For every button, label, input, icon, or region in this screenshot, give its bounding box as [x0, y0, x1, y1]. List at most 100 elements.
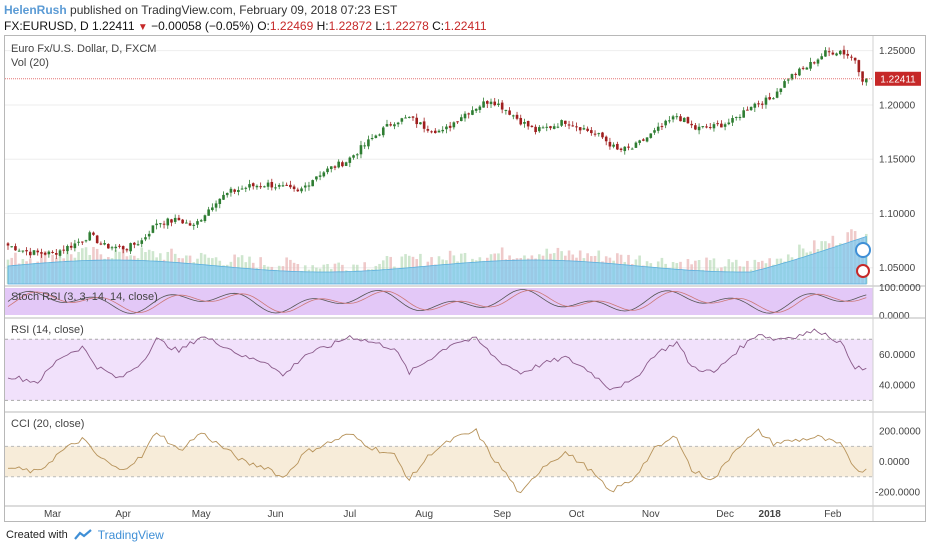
- candle-body: [422, 121, 426, 129]
- candle-body: [597, 133, 601, 135]
- stoch-d-line: [7, 289, 867, 314]
- candle-body: [40, 252, 43, 254]
- volume-legend: Vol (20): [11, 57, 49, 69]
- tradingview-brand-link[interactable]: TradingView: [97, 528, 164, 542]
- x-tick-label: 2018: [759, 509, 782, 520]
- candle-body: [144, 237, 147, 240]
- chart-svg[interactable]: Euro Fx/U.S. Dollar, D, FXCM Vol (20) 1.…: [5, 36, 925, 521]
- rsi-title: RSI (14, close): [11, 324, 84, 336]
- candle-body: [604, 136, 608, 142]
- candle-body: [133, 242, 136, 245]
- low-value: 1.22278: [385, 19, 429, 33]
- candle-body: [107, 243, 110, 249]
- candle-body: [203, 215, 207, 222]
- candle-body: [679, 116, 682, 122]
- candle-body: [140, 240, 144, 244]
- price-pane[interactable]: Euro Fx/U.S. Dollar, D, FXCM Vol (20) 1.…: [5, 36, 921, 286]
- candle-body: [656, 126, 660, 131]
- candle-body: [92, 232, 95, 235]
- candles: [6, 45, 868, 259]
- candle-body: [668, 120, 671, 122]
- candle-body: [456, 121, 459, 123]
- candle-body: [474, 108, 478, 111]
- open-label: O:: [257, 19, 270, 33]
- candle-body: [541, 127, 545, 129]
- last-price-tag: [875, 71, 921, 86]
- candle-body: [452, 122, 456, 128]
- rsi-tick-40: 40.0000: [879, 381, 916, 392]
- candle-body: [564, 120, 567, 124]
- candle-body: [315, 176, 318, 180]
- price-tick-label: 1.05000: [879, 263, 916, 274]
- candle-body: [768, 97, 771, 100]
- candle-body: [861, 71, 864, 82]
- candle-body: [214, 203, 218, 208]
- cci-pane[interactable]: CCI (20, close) 200.0000 0.0000 -200.000…: [5, 418, 921, 498]
- candle-body: [370, 138, 374, 140]
- candle-body: [463, 113, 467, 119]
- candle-body: [504, 109, 508, 111]
- candle-body: [734, 116, 738, 118]
- x-axis: Mar Apr May Jun Jul Aug Sep Oct Nov Dec 2018 Feb: [44, 509, 842, 520]
- cci-tick-200: 200.0000: [879, 427, 921, 438]
- candle-body: [300, 188, 303, 192]
- candle-body: [582, 128, 586, 130]
- symbol-info: FX:EURUSD, D 1.22411 ▼ −0.00058 (−0.05%)…: [4, 19, 487, 33]
- candle-body: [645, 137, 649, 142]
- candle-body: [627, 146, 630, 148]
- symbol-label: FX:EURUSD, D: [4, 19, 89, 33]
- candle-body: [211, 207, 214, 211]
- chart-frame[interactable]: Euro Fx/U.S. Dollar, D, FXCM Vol (20) 1.…: [4, 35, 926, 522]
- candle-body: [742, 110, 745, 118]
- candle-body: [508, 110, 511, 115]
- candle-body: [712, 124, 716, 129]
- x-tick-label: Feb: [824, 509, 842, 520]
- stoch-rsi-title: Stoch RSI (3, 3, 14, 14, close): [11, 291, 158, 303]
- candle-body: [731, 118, 734, 123]
- candle-body: [322, 172, 326, 177]
- candle-body: [697, 126, 701, 131]
- candle-body: [864, 78, 868, 83]
- candle-body: [248, 184, 251, 188]
- candle-body: [838, 50, 842, 55]
- flag-icon: [856, 264, 870, 278]
- rsi-pane[interactable]: RSI (14, close) 60.0000 40.0000: [5, 324, 916, 401]
- price-pane-title: Euro Fx/U.S. Dollar, D, FXCM: [11, 43, 156, 55]
- high-label: H:: [316, 19, 329, 33]
- candle-body: [526, 120, 530, 127]
- author-link[interactable]: HelenRush: [4, 3, 67, 17]
- candle-body: [842, 49, 846, 55]
- candle-body: [344, 162, 348, 166]
- candle-body: [173, 217, 177, 222]
- candle-body: [612, 144, 615, 147]
- cci-tick-neg200: -200.0000: [875, 487, 920, 498]
- candle-body: [285, 184, 288, 186]
- candle-body: [159, 223, 162, 225]
- candle-body: [571, 125, 575, 127]
- x-tick-label: Sep: [493, 509, 511, 520]
- candle-body: [538, 127, 541, 132]
- candle-body: [601, 132, 604, 138]
- stoch-rsi-pane[interactable]: Stoch RSI (3, 3, 14, 14, close) 100.0000…: [5, 283, 921, 322]
- candle-body: [69, 245, 73, 248]
- candle-body: [10, 246, 14, 248]
- stoch-rsi-band: [5, 288, 873, 315]
- price-tick-label: 1.15000: [879, 155, 916, 166]
- cci-tick-0: 0.0000: [879, 457, 910, 468]
- candle-body: [534, 126, 537, 133]
- candle-body: [805, 67, 809, 70]
- candle-body: [660, 126, 664, 128]
- candle-body: [17, 250, 21, 252]
- candle-body: [835, 53, 838, 56]
- candle-body: [764, 97, 768, 105]
- candle-body: [575, 126, 578, 128]
- candle-body: [400, 118, 404, 122]
- candle-body: [749, 106, 753, 111]
- candle-body: [177, 217, 181, 221]
- candle-body: [348, 157, 352, 163]
- candle-body: [185, 222, 188, 224]
- high-value: 1.22872: [328, 19, 373, 33]
- candle-body: [270, 181, 274, 188]
- candle-body: [545, 126, 549, 128]
- candle-body: [824, 50, 827, 57]
